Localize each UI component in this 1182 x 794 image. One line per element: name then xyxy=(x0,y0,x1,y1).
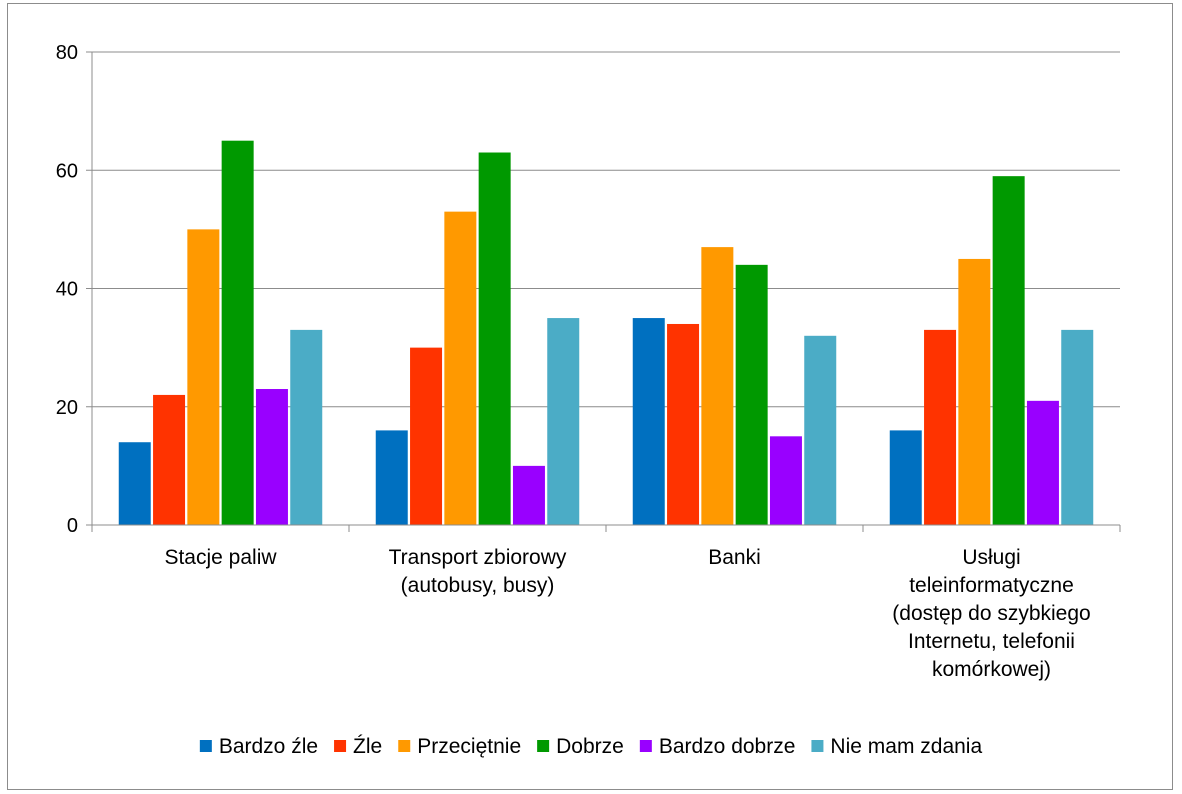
bar xyxy=(290,329,323,525)
bar xyxy=(804,335,837,525)
x-category-label: Banki xyxy=(708,546,761,569)
legend: Bardzo źle Źle Przeciętnie Dobrze Bardzo dob… xyxy=(199,735,982,758)
legend-item: Dobrze xyxy=(537,735,624,758)
bar xyxy=(187,229,220,525)
bar xyxy=(478,152,511,525)
y-tick-label: 60 xyxy=(56,160,78,182)
legend-swatch xyxy=(537,740,550,752)
x-category-label-line: (dostęp do szybkiego xyxy=(892,602,1090,625)
bar xyxy=(769,436,802,525)
bar xyxy=(255,389,288,525)
bar xyxy=(889,430,922,525)
legend-label: Bardzo dobrze xyxy=(659,735,796,758)
bar xyxy=(512,465,545,525)
x-category-label-line: Internetu, telefonii xyxy=(908,630,1075,653)
legend-swatch xyxy=(334,740,347,752)
legend-label: Nie mam zdania xyxy=(830,735,982,758)
y-tick-labels: 0 20 40 60 80 xyxy=(56,42,78,537)
x-category-label-line: (autobusy, busy) xyxy=(401,574,555,597)
bar xyxy=(375,430,408,525)
x-category-label-line: Banki xyxy=(708,546,761,569)
x-category-label: Stacje paliw xyxy=(164,546,277,569)
legend-item: Przeciętnie xyxy=(398,735,521,758)
legend-swatch xyxy=(398,740,411,752)
bar xyxy=(958,258,991,525)
axes xyxy=(86,51,1121,532)
legend-swatch xyxy=(199,740,212,752)
bar xyxy=(153,394,186,525)
bar xyxy=(701,247,734,526)
bar xyxy=(735,264,768,525)
bar xyxy=(1061,329,1094,525)
x-category-label-line: teleinformatyczne xyxy=(909,574,1074,597)
bar xyxy=(992,176,1025,525)
bar xyxy=(632,318,665,525)
legend-label: Bardzo źle xyxy=(219,735,318,758)
x-category-label-line: Stacje paliw xyxy=(164,546,277,569)
legend-swatch xyxy=(639,740,652,752)
legend-item: Bardzo źle xyxy=(199,735,318,758)
y-tick-label: 80 xyxy=(56,42,78,64)
bar xyxy=(547,318,580,525)
bar xyxy=(1026,400,1059,525)
legend-item: Nie mam zdania xyxy=(811,735,982,758)
bars xyxy=(118,140,1094,526)
x-category-label: Transport zbiorowy (autobusy, busy) xyxy=(389,546,567,597)
x-category-label-line: komórkowej) xyxy=(932,658,1051,681)
y-tick-label: 20 xyxy=(56,397,78,419)
y-tick-label: 0 xyxy=(67,515,78,537)
x-category-label-line: Usługi xyxy=(962,546,1020,569)
x-category-label: Usługi teleinformatyczne (dostęp do szybki… xyxy=(892,546,1090,681)
bar xyxy=(118,442,151,525)
bar xyxy=(667,323,700,525)
y-tick-label: 40 xyxy=(56,279,78,301)
bar xyxy=(924,329,957,525)
legend-item: Bardzo dobrze xyxy=(639,735,796,758)
legend-label: Źle xyxy=(353,735,382,758)
x-category-label-line: Transport zbiorowy xyxy=(389,546,567,569)
legend-swatch xyxy=(811,740,824,752)
x-category-labels: Stacje paliw Transport zbiorowy (autobusy,… xyxy=(164,546,1090,681)
legend-item: Źle xyxy=(334,735,382,758)
bar xyxy=(444,211,477,525)
legend-label: Dobrze xyxy=(556,735,624,758)
bar xyxy=(410,347,443,525)
bar xyxy=(221,140,254,525)
legend-label: Przeciętnie xyxy=(417,735,521,758)
